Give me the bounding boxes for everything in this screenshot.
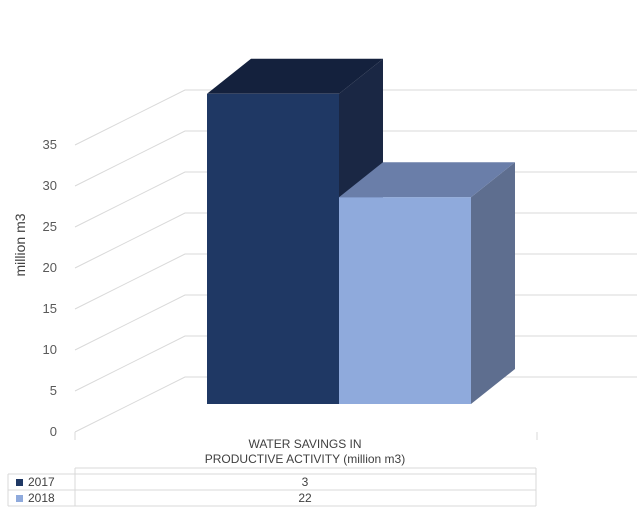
- legend-label-2017: 2017: [28, 475, 55, 489]
- y-tick-label: 30: [43, 178, 57, 193]
- bar-2018: [339, 162, 515, 404]
- y-tick-label: 35: [43, 137, 57, 152]
- bars: [207, 58, 515, 405]
- y-tick-label: 20: [43, 260, 57, 275]
- category-label-line-1: WATER SAVINGS IN: [248, 437, 361, 451]
- y-axis-title: million m3: [12, 213, 28, 276]
- y-tick-label: 25: [43, 219, 57, 234]
- gridlines: [74, 89, 637, 440]
- bar-side: [471, 162, 515, 404]
- table-value-2017: 3: [302, 475, 309, 489]
- y-tick-label: 0: [50, 424, 57, 439]
- legend-label-2018: 2018: [28, 491, 55, 505]
- bar-front: [339, 197, 471, 404]
- y-tick-label: 10: [43, 342, 57, 357]
- y-tick-label: 5: [50, 383, 57, 398]
- category-label: WATER SAVINGS IN PRODUCTIVE ACTIVITY (mi…: [205, 437, 405, 466]
- table-value-2018: 22: [298, 491, 312, 505]
- bar-front: [207, 93, 339, 405]
- legend-key-2017: [16, 479, 23, 486]
- gridline: [74, 130, 637, 187]
- data-table: 2017 3 2018 22: [7, 467, 537, 507]
- legend-key-2018: [16, 495, 23, 502]
- y-tick-label: 15: [43, 301, 57, 316]
- bar-top: [207, 58, 383, 94]
- y-axis-ticks: 0 5 10 15 20 25 30 35: [43, 137, 57, 439]
- bar-top: [339, 162, 515, 198]
- gridline: [74, 89, 637, 146]
- category-label-line-2: PRODUCTIVE ACTIVITY (million m3): [205, 452, 405, 466]
